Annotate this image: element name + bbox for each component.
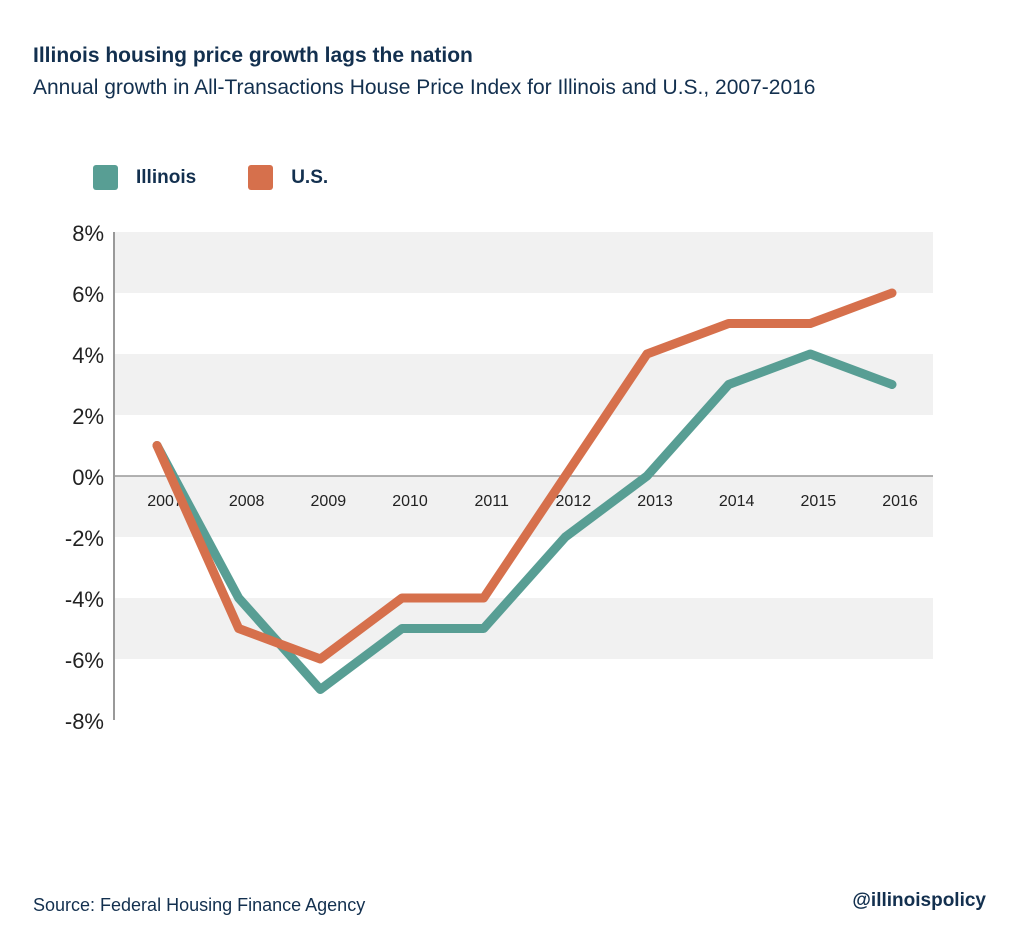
- legend: Illinois U.S.: [93, 165, 380, 190]
- x-tick-label: 2011: [474, 493, 509, 510]
- x-tick-label: 2007: [147, 493, 183, 510]
- legend-swatch-illinois: [93, 165, 118, 190]
- x-tick-label: 2016: [882, 493, 918, 510]
- x-tick-label: 2010: [392, 493, 428, 510]
- x-tick-label: 2015: [801, 493, 837, 510]
- source-note: Source: Federal Housing Finance Agency: [33, 895, 366, 915]
- y-tick-label: -4%: [65, 587, 104, 612]
- y-tick-label: 4%: [72, 343, 104, 368]
- series-line-us: [152, 288, 897, 664]
- chart-subtitle: Annual growth in All-Transactions House …: [33, 76, 816, 99]
- legend-label-illinois: Illinois: [136, 166, 197, 188]
- grid-band: [115, 232, 933, 293]
- grid-band: [115, 476, 933, 537]
- legend-item-us: U.S.: [248, 165, 328, 190]
- y-tick-label: -8%: [65, 709, 104, 734]
- x-tick-label: 2012: [556, 493, 592, 510]
- x-tick-label: 2014: [719, 493, 755, 510]
- y-tick-label: 8%: [72, 221, 104, 246]
- chart-title: Illinois housing price growth lags the n…: [33, 44, 473, 67]
- y-tick-label: 2%: [72, 404, 104, 429]
- y-tick-label: 0%: [72, 465, 104, 490]
- legend-label-us: U.S.: [291, 166, 329, 188]
- grid-band: [115, 354, 933, 415]
- y-tick-label: 6%: [72, 282, 104, 307]
- legend-swatch-us: [248, 165, 274, 190]
- x-tick-label: 2008: [229, 493, 265, 510]
- legend-item-illinois: Illinois: [93, 165, 196, 190]
- y-tick-label: -6%: [65, 648, 104, 673]
- x-tick-label: 2013: [637, 493, 673, 510]
- x-tick-label: 2009: [311, 493, 347, 510]
- twitter-handle: @illinoispolicy: [852, 890, 986, 911]
- y-tick-label: -2%: [65, 526, 104, 551]
